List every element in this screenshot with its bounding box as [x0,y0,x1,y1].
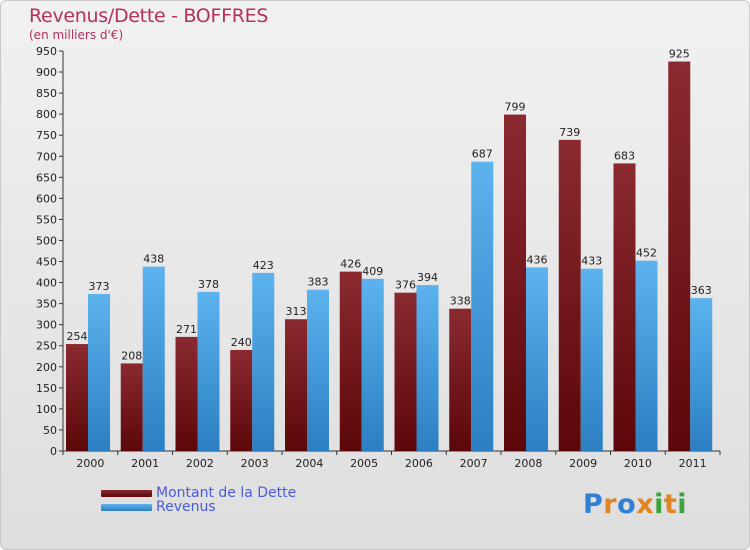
bar-revenue [690,298,713,451]
y-tick-label: 0 [50,445,57,458]
bars [66,61,713,452]
y-tick-label: 200 [36,361,57,374]
logo-letter: t [663,489,678,520]
bar-revenue [416,285,439,451]
data-label-debt: 739 [559,126,580,139]
data-label-debt: 683 [614,149,635,162]
y-tick-label: 300 [36,319,57,332]
x-tick-label: 2006 [405,457,433,470]
bar-debt [66,344,88,451]
y-tick-label: 250 [36,340,57,353]
data-label-revenue: 423 [253,259,274,272]
y-tick-label: 700 [36,150,57,163]
axes: 0 50 100 150 200 250 300 350 400 450 500 550 600 650 7… [36,45,721,470]
y-tick-label: 550 [36,213,57,226]
y-tick-label: 800 [36,108,57,121]
legend-swatch-revenue [101,504,152,511]
bar-revenue [471,161,494,451]
data-label-revenue: 394 [417,271,438,284]
bar-debt [230,349,253,451]
data-labels: 2543732084382713782404233133834264093763… [67,48,712,363]
chart-title: Revenus/Dette - BOFFRES [29,5,269,27]
x-tick-label: 2008 [514,457,542,470]
y-tick-label: 50 [43,424,57,437]
data-label-debt: 925 [669,48,690,61]
bar-revenue [252,272,275,451]
y-tick-label: 150 [36,382,57,395]
data-label-debt: 799 [505,101,526,114]
x-tick-label: 2007 [460,457,488,470]
legend-label-debt: Montant de la Dette [156,485,297,501]
data-label-debt: 313 [286,305,307,318]
y-tick-label: 350 [36,298,57,311]
bar-revenue [361,278,384,451]
logo-letter: r [603,489,618,520]
bar-revenue [307,289,329,451]
bar-debt [449,308,472,451]
bar-revenue [142,266,165,451]
bar-debt [504,114,526,451]
data-label-revenue: 383 [308,276,329,289]
logo-letter: P [583,489,604,520]
data-label-revenue: 378 [198,278,219,291]
bar-debt [339,271,362,451]
data-label-debt: 338 [450,295,471,308]
y-tick-label: 850 [36,87,57,100]
legend-label-revenue: Revenus [156,499,216,515]
data-label-revenue: 687 [472,148,493,161]
x-tick-label: 2005 [350,457,378,470]
bar-debt [120,363,143,451]
y-tick-label: 400 [36,277,57,290]
logo-letter: o [617,489,637,520]
logo-letter: x [636,489,655,520]
data-label-revenue: 363 [691,284,712,297]
data-label-debt: 376 [395,279,416,292]
y-tick-label: 750 [36,129,57,142]
x-tick-label: 2003 [241,457,269,470]
data-label-revenue: 452 [636,247,657,260]
y-tick-label: 500 [36,234,57,247]
bar-debt [613,163,636,451]
data-label-debt: 208 [121,349,142,362]
data-label-debt: 240 [231,336,252,349]
data-label-revenue: 438 [143,253,164,266]
data-label-debt: 271 [176,323,197,336]
chart-subtitle: (en milliers d'€) [29,28,124,42]
proxiti-logo: Proxiti [583,489,687,520]
bar-debt [394,292,417,451]
logo-letter: i [654,489,664,520]
x-tick-label: 2011 [679,457,707,470]
bar-debt [558,139,581,451]
x-tick-label: 2002 [186,457,214,470]
x-tick-label: 2004 [295,457,323,470]
y-tick-label: 900 [36,66,57,79]
bar-revenue [88,293,110,451]
data-label-debt: 426 [340,258,361,271]
logo-letter: i [677,489,688,520]
x-tick-label: 2009 [569,457,597,470]
y-tick-label: 950 [36,45,57,58]
data-label-revenue: 433 [581,255,602,268]
x-tick-label: 2000 [76,457,104,470]
bar-revenue [197,291,220,451]
bar-revenue [526,267,548,451]
data-label-revenue: 436 [527,253,548,266]
legend-swatch-debt [101,490,152,497]
data-label-revenue: 373 [89,280,110,293]
y-tick-label: 450 [36,256,57,269]
y-tick-label: 100 [36,403,57,416]
bar-revenue [635,260,658,451]
bar-debt [175,336,198,451]
bar-debt [668,61,691,452]
data-label-revenue: 409 [362,265,383,278]
y-tick-label: 600 [36,192,57,205]
bar-debt [285,319,307,451]
y-tick-label: 650 [36,171,57,184]
x-tick-label: 2001 [131,457,159,470]
x-tick-label: 2010 [624,457,652,470]
bar-revenue [580,268,603,451]
data-label-debt: 254 [67,330,88,343]
